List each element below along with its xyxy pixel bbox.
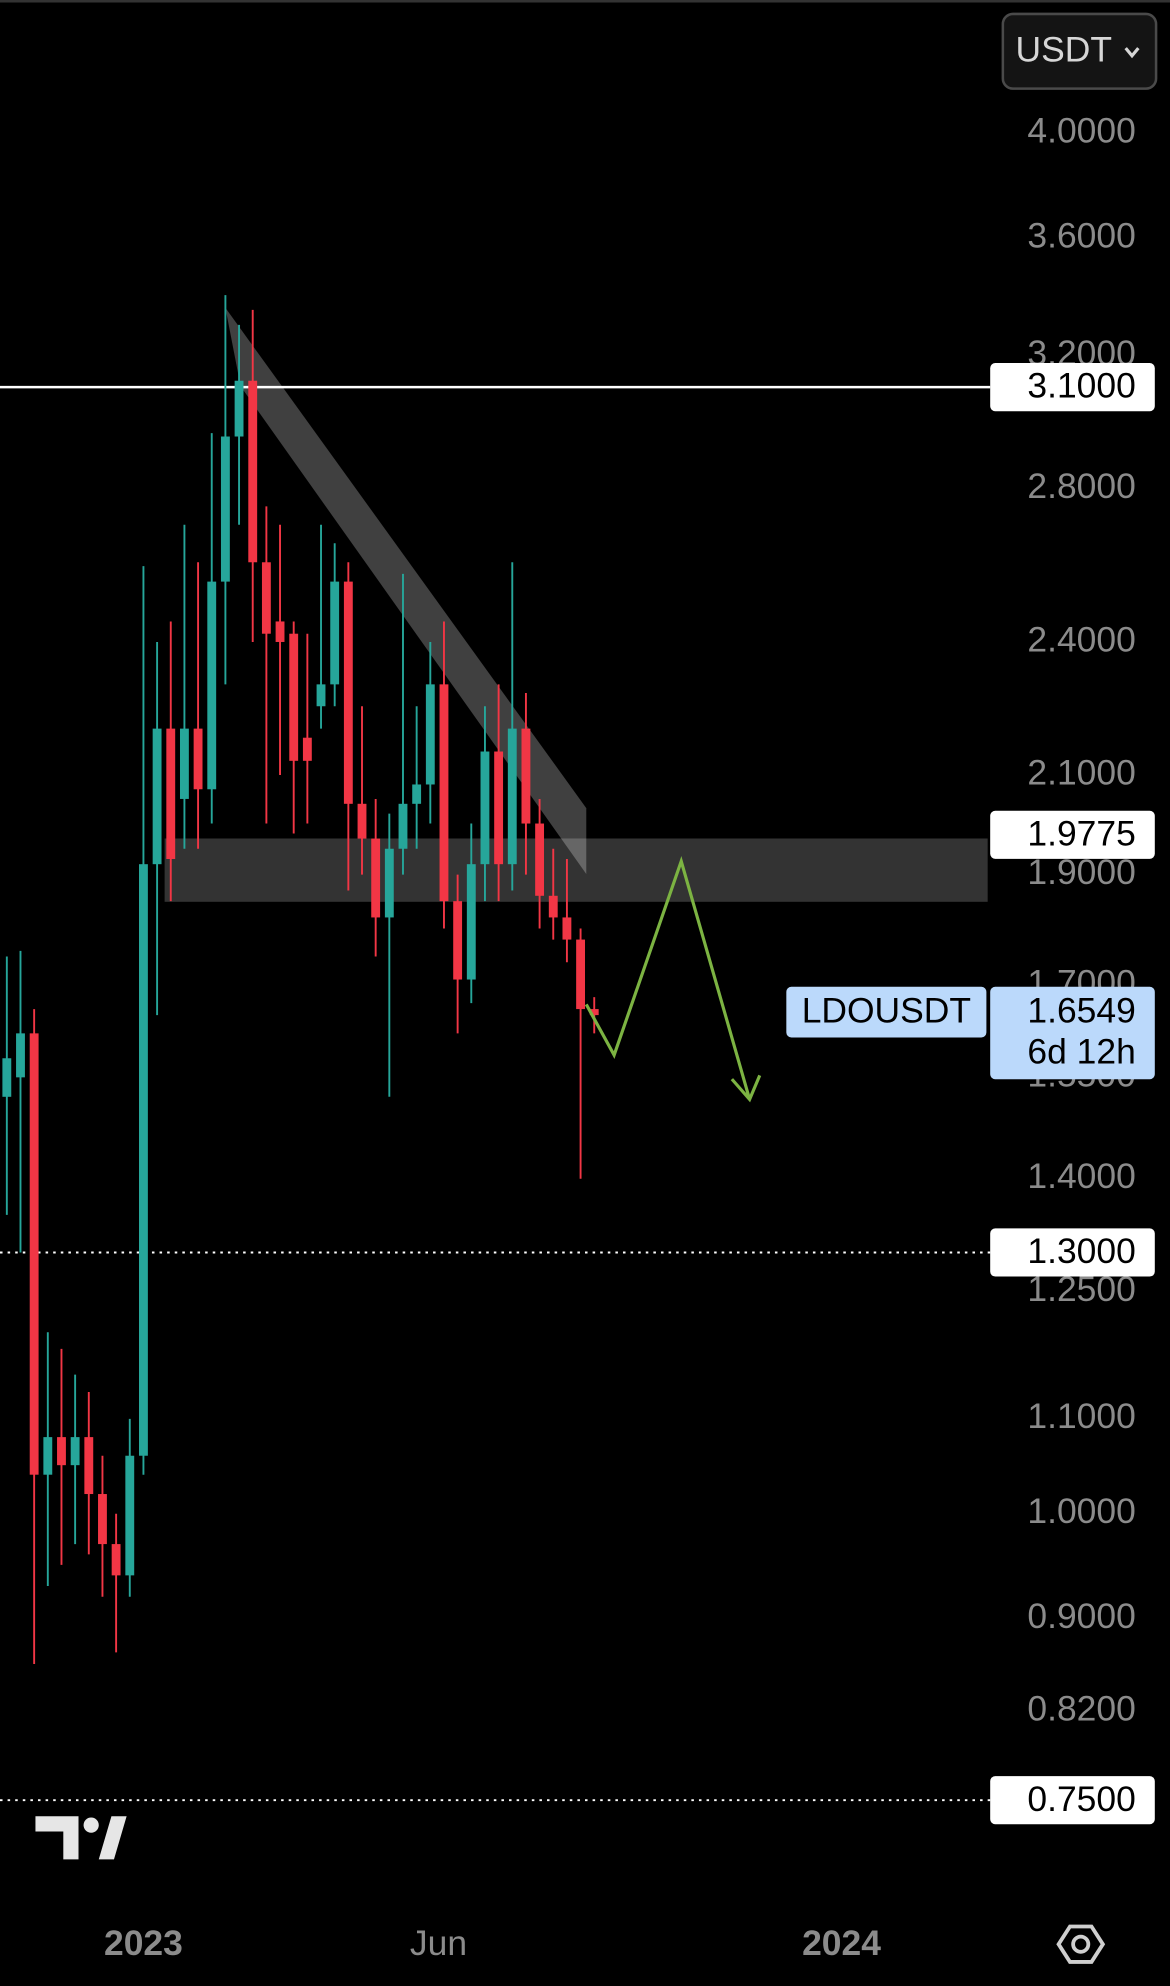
last-price-label: 1.6549 — [1027, 991, 1135, 1031]
trend-channel — [225, 307, 587, 874]
candle-body — [139, 864, 148, 1456]
candle-body — [152, 728, 162, 865]
currency-label[interactable]: USDT — [1016, 29, 1112, 69]
candle-body — [330, 581, 340, 685]
price-tag-label: 1.9775 — [1027, 813, 1135, 853]
arrow-head — [730, 1074, 762, 1103]
candle-body — [439, 684, 449, 902]
candle-body — [507, 728, 517, 865]
candle-body — [384, 848, 394, 918]
y-tick-label: 2.1000 — [1027, 752, 1135, 792]
logo — [35, 1816, 127, 1860]
price-tag — [990, 1228, 1155, 1277]
candle-body — [480, 751, 490, 865]
candle-body — [453, 901, 463, 980]
price-tag-label: 0.7500 — [1027, 1779, 1135, 1819]
logo-slash — [98, 1816, 127, 1860]
candle-body — [43, 1437, 53, 1475]
y-tick-label: 0.8200 — [1027, 1689, 1135, 1729]
candle-body — [166, 728, 176, 860]
candle-body — [179, 728, 189, 799]
candle-body — [302, 737, 312, 761]
candle-body — [357, 803, 367, 839]
candle-body — [535, 823, 545, 896]
chevron[interactable] — [1124, 47, 1140, 59]
price-tag — [990, 1776, 1155, 1825]
projection-path — [584, 856, 752, 1100]
candle-body — [29, 1033, 39, 1475]
y-tick-label: 1.4000 — [1027, 1156, 1135, 1196]
drawings — [164, 307, 988, 902]
candle-body — [548, 895, 558, 918]
x-tick-label: 2024 — [802, 1923, 881, 1963]
candle-body — [425, 684, 435, 785]
candle-body — [57, 1437, 66, 1466]
projection-arrow — [584, 856, 762, 1103]
settings-icon[interactable] — [1056, 1924, 1106, 1964]
x-tick-label: Jun — [410, 1923, 467, 1963]
symbol-tag — [786, 986, 987, 1038]
price-tag-label: 1.3000 — [1027, 1231, 1135, 1271]
candle-body — [316, 684, 326, 707]
price-tag-label: 3.1000 — [1027, 366, 1135, 406]
candle-body — [70, 1437, 80, 1466]
y-tick-label: 0.9000 — [1027, 1596, 1135, 1636]
price-tag — [990, 810, 1155, 859]
candle-body — [343, 581, 353, 804]
candle-body — [16, 1033, 25, 1078]
settings-icon-center[interactable] — [1071, 1934, 1091, 1954]
candle-body — [466, 864, 476, 980]
price-tag — [990, 363, 1155, 412]
candles — [2, 295, 599, 1664]
x-axis: 2023 Jun 2024 — [104, 1923, 881, 1963]
countdown-label: 6d 12h — [1027, 1031, 1135, 1071]
y-tick-label: 2.4000 — [1027, 619, 1135, 659]
candle-body — [494, 751, 504, 865]
candle-body — [234, 380, 244, 437]
symbol-label: LDOUSDT — [802, 991, 971, 1031]
support-zone — [164, 838, 988, 902]
y-tick-label: 1.1000 — [1027, 1396, 1135, 1436]
candle-body — [398, 803, 408, 849]
candle-body — [521, 728, 531, 824]
currency-button[interactable]: USDT — [1001, 12, 1158, 90]
candle-body — [412, 784, 422, 804]
candle-body — [562, 917, 572, 940]
candle-body — [261, 562, 271, 634]
logo-dot — [83, 1817, 99, 1833]
candle-body — [371, 838, 381, 918]
candle-body — [589, 1009, 599, 1016]
candle-body — [2, 1058, 12, 1097]
candle-body — [220, 436, 230, 582]
button-frame[interactable] — [1001, 12, 1158, 90]
candle-body — [248, 380, 258, 563]
y-axis: 4.00003.60003.20002.80002.40002.10001.90… — [1027, 111, 1135, 1729]
settings-button[interactable] — [1056, 1924, 1106, 1964]
logo-t — [35, 1816, 79, 1860]
candle-body — [111, 1544, 121, 1576]
candle-body — [275, 621, 285, 642]
candle-body — [125, 1455, 135, 1576]
candle-body — [576, 939, 586, 1010]
candle-body — [207, 581, 217, 790]
candle-body — [289, 633, 299, 761]
y-tick-label: 3.6000 — [1027, 216, 1135, 256]
candle-body — [84, 1437, 94, 1495]
candle-body — [98, 1494, 107, 1545]
y-tick-label: 1.0000 — [1027, 1491, 1135, 1531]
y-tick-label: 4.0000 — [1027, 111, 1135, 151]
y-tick-label: 2.8000 — [1027, 466, 1135, 506]
last-price-tag — [990, 986, 1155, 1080]
x-tick-label: 2023 — [104, 1923, 183, 1963]
price-lines — [0, 385, 991, 1802]
candle-body — [193, 728, 203, 790]
